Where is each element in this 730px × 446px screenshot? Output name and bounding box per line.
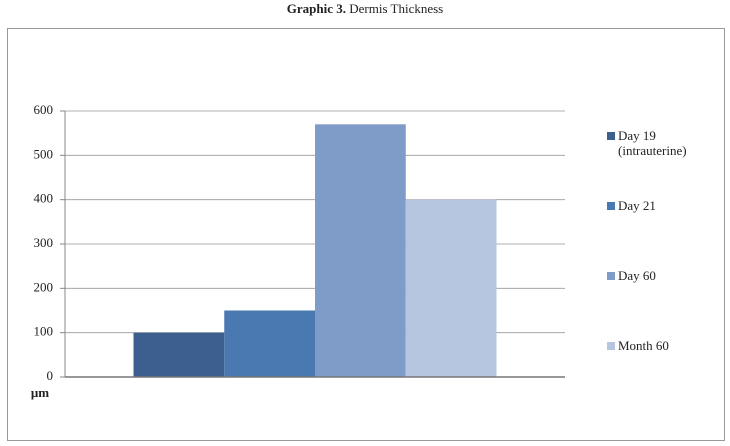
legend-label: Day 60 bbox=[618, 268, 656, 283]
legend-item: Day 19 (intrauterine) bbox=[607, 128, 707, 158]
legend-item: Day 21 bbox=[607, 198, 707, 213]
legend-swatch bbox=[607, 342, 615, 350]
y-tick-label: 600 bbox=[34, 102, 54, 117]
bar bbox=[315, 124, 406, 377]
legend-label: Month 60 bbox=[618, 338, 669, 353]
legend-swatch bbox=[607, 272, 615, 280]
y-axis-label: μm bbox=[31, 385, 49, 400]
legend-item: Day 60 bbox=[607, 268, 707, 283]
legend-label: Day 21 bbox=[618, 198, 656, 213]
y-tick-label: 200 bbox=[34, 279, 54, 294]
y-tick-label: 0 bbox=[47, 368, 54, 383]
y-tick-label: 300 bbox=[34, 235, 54, 250]
y-tick-label: 500 bbox=[34, 146, 54, 161]
legend-label: Day 19 (intrauterine) bbox=[618, 128, 687, 158]
bar bbox=[405, 199, 497, 377]
y-tick-label: 400 bbox=[34, 191, 54, 206]
bar bbox=[224, 310, 315, 377]
legend-item: Month 60 bbox=[607, 338, 707, 353]
chart-frame bbox=[7, 28, 725, 441]
legend-swatch bbox=[607, 132, 615, 140]
legend-swatch bbox=[607, 202, 615, 210]
title-prefix: Graphic 3. bbox=[287, 1, 346, 16]
chart-title: Graphic 3. Dermis Thickness bbox=[287, 1, 443, 16]
title-text: Dermis Thickness bbox=[349, 1, 443, 16]
y-tick-label: 100 bbox=[34, 324, 54, 339]
bar bbox=[133, 332, 225, 377]
